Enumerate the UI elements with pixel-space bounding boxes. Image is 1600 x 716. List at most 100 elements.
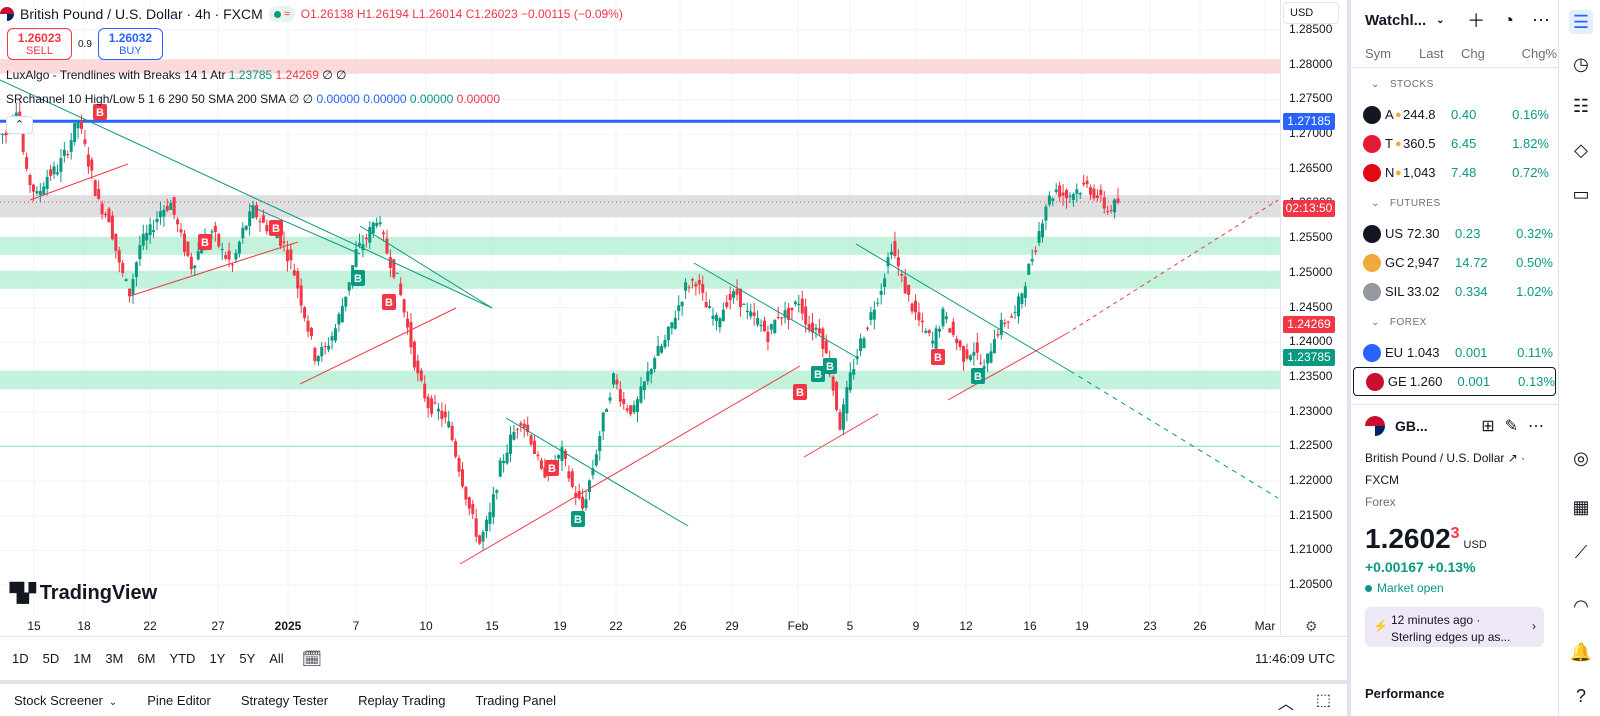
section-futures[interactable]: ⌄ FUTURES	[1351, 187, 1558, 219]
candle-body	[323, 346, 327, 348]
candle-body	[55, 172, 59, 175]
market-status[interactable]: Market open	[1365, 581, 1544, 595]
help-icon[interactable]: ?	[1575, 686, 1586, 706]
trendline	[505, 417, 689, 527]
watchlist-row[interactable]: N ● 1,043 7.48 0.72%	[1351, 158, 1558, 187]
edit-icon[interactable]: ✎	[1504, 418, 1518, 435]
range-all-button[interactable]: All	[269, 651, 284, 666]
layers-icon[interactable]: ◇	[1574, 140, 1588, 160]
signal-icon[interactable]: ◠	[1573, 596, 1589, 616]
advanced-view-icon[interactable]: ◔	[1503, 9, 1514, 30]
maximize-panel-icon[interactable]: ⬚	[1315, 692, 1331, 709]
currency-selector[interactable]: USD	[1283, 2, 1339, 24]
watchlist-row[interactable]: US 72.30 0.23 0.32%	[1351, 219, 1558, 248]
section-stocks[interactable]: ⌄ STOCKS	[1351, 68, 1558, 100]
candle-body	[581, 496, 585, 509]
watchlist-row[interactable]: A ● 244.8 0.40 0.16%	[1351, 100, 1558, 129]
notifications-bell-icon[interactable]: 🔔	[1569, 642, 1593, 662]
candle-body	[697, 280, 701, 285]
chart-settings-icon[interactable]: ⚙	[1305, 618, 1318, 634]
utc-clock[interactable]: 11:46:09 UTC	[1255, 651, 1335, 666]
market-status-pill[interactable]: ≈	[268, 6, 295, 22]
more-icon[interactable]: ⋯	[1528, 418, 1544, 435]
add-symbol-icon[interactable]: ＋	[1467, 11, 1486, 31]
candle-body	[241, 227, 245, 239]
range-ytd-button[interactable]: YTD	[169, 651, 196, 666]
candle-body	[677, 305, 681, 312]
watchlist-row[interactable]: GE 1.260 0.001 0.13%	[1353, 367, 1556, 396]
tab-pine-editor[interactable]: Pine Editor	[147, 692, 211, 708]
calendar-icon[interactable]: ▦	[1572, 497, 1590, 517]
tab-replay-trading[interactable]: Replay Trading	[358, 692, 446, 708]
candle-body	[642, 381, 646, 391]
sell-button[interactable]: 1.26023 SELL	[7, 28, 72, 60]
performance-heading[interactable]: Performance	[1365, 686, 1445, 701]
indicator-legend-srchannel[interactable]: SRchannel 10 High/Low 5 1 6 290 50 SMA 2…	[6, 92, 500, 106]
range-1d-button[interactable]: 1D	[12, 651, 29, 666]
time-axis[interactable]: 15 18 22 27 2025 7 10 15 19 22 26 29 Feb 5 9 12 16 19 23 26…	[0, 616, 1280, 635]
buy-button[interactable]: 1.26032 BUY	[97, 28, 163, 60]
range-6m-button[interactable]: 6M	[137, 651, 156, 666]
tradingview-logo[interactable]: ▜▞ TradingView	[10, 582, 157, 605]
candle-body	[848, 372, 852, 391]
section-forex[interactable]: ⌄ FOREX	[1351, 306, 1558, 338]
range-5d-button[interactable]: 5D	[42, 651, 60, 666]
col-last[interactable]: Last	[1419, 46, 1444, 61]
object-tree-icon[interactable]: ☷	[1572, 96, 1590, 116]
news-card[interactable]: ⚡ 12 minutes ago · Sterling edges up as.…	[1365, 607, 1544, 647]
price-change: +0.00167 +0.13%	[1365, 559, 1476, 575]
candle-body	[251, 205, 255, 219]
range-1m-button[interactable]: 1M	[73, 651, 92, 666]
tab-trading-panel[interactable]: Trading Panel	[475, 692, 556, 708]
chevron-down-icon: ⌄	[1371, 78, 1380, 90]
candle-body	[992, 339, 996, 354]
price-tag-blue-line[interactable]: 1.27185	[1283, 113, 1335, 131]
calendar-icon[interactable]: 🗓	[301, 650, 323, 668]
ideas-icon[interactable]: ◎	[1573, 448, 1589, 468]
external-link-icon[interactable]: ↗	[1507, 451, 1518, 465]
instrument-name[interactable]: British Pound / U.S. Dollar ↗ ·	[1365, 451, 1526, 465]
col-sym[interactable]: Sym	[1365, 46, 1391, 61]
chat-icon[interactable]: ▭	[1572, 184, 1590, 204]
watchlist-row[interactable]: SIL 33.02 0.334 1.02%	[1351, 277, 1558, 306]
more-icon[interactable]: ⋯	[1532, 9, 1550, 30]
col-chg[interactable]: Chg	[1461, 46, 1485, 61]
price-tag-countdown[interactable]: 02:13:50	[1283, 200, 1335, 218]
break-marker-letter: B	[201, 237, 209, 249]
chevron-down-icon: ⌄	[1371, 316, 1380, 328]
watchlist-row[interactable]: EU 1.043 0.001 0.11%	[1351, 338, 1558, 367]
alerts-clock-icon[interactable]: ◷	[1573, 54, 1589, 74]
price-scale[interactable]: 1.285001.280001.275001.270001.265001.260…	[1280, 0, 1347, 635]
pine-icon[interactable]: ⟋	[1574, 542, 1588, 562]
sr-zone-support	[0, 236, 1280, 255]
price-tag-indicator-green[interactable]: 1.23785	[1283, 349, 1335, 367]
collapse-legend-button[interactable]: ⌃	[6, 116, 33, 134]
indicator2-value3: 0.00000	[409, 92, 454, 106]
range-5y-button[interactable]: 5Y	[239, 651, 256, 666]
watchlist-row[interactable]: GC 2,947 14.72 0.50%	[1351, 248, 1558, 277]
tab-strategy-tester[interactable]: Strategy Tester	[240, 692, 329, 708]
candle-body	[186, 241, 190, 256]
tab-stock-screener[interactable]: Stock Screener ⌄	[14, 693, 117, 708]
right-toolbar: ☰ ◷ ☷ ◇ ▭ ◎ ▦ ⟋ ◠ 🔔 ?	[1558, 0, 1600, 716]
symbol-title[interactable]: British Pound / U.S. Dollar · 4h · FXCM	[20, 6, 263, 22]
price-tag-indicator-red[interactable]: 1.24269	[1283, 315, 1335, 333]
range-3m-button[interactable]: 3M	[105, 651, 124, 666]
chevron-down-icon[interactable]: ⌄	[1436, 14, 1445, 26]
watchlist-row[interactable]: T ● 360.5 6.45 1.82%	[1351, 129, 1558, 158]
range-1y-button[interactable]: 1Y	[209, 651, 226, 666]
col-chg-pct[interactable]: Chg%	[1521, 46, 1557, 61]
layout-grid-icon[interactable]: ⊞	[1481, 418, 1495, 435]
candle-body	[1010, 316, 1014, 318]
watchlist-title[interactable]: Watchl...	[1365, 11, 1427, 29]
candle-body	[309, 327, 313, 337]
indicator-legend-luxalgo[interactable]: LuxAlgo - Trendlines with Breaks 14 1 At…	[6, 68, 347, 82]
price-tick-label: 1.24500	[1289, 299, 1333, 314]
watchlist-icon[interactable]: ☰	[1569, 10, 1593, 34]
candle-body	[495, 490, 499, 493]
details-symbol[interactable]: GB...	[1395, 418, 1428, 434]
collapse-panel-icon[interactable]: ︿	[1277, 696, 1294, 713]
exchange-name[interactable]: FXCM	[1365, 473, 1399, 487]
